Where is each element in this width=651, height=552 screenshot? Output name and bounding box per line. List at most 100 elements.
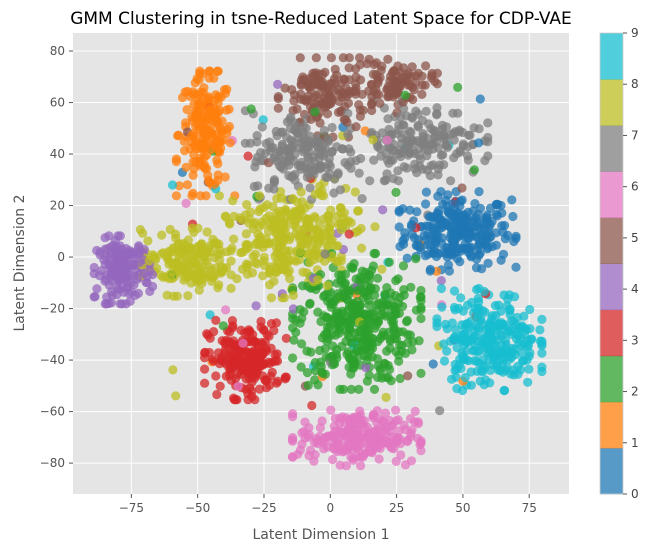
data-point-cluster-7: [432, 103, 442, 113]
data-point-cluster-8: [261, 238, 271, 248]
data-point-cluster-8: [243, 243, 253, 253]
data-point-cluster-2: [357, 266, 367, 276]
data-point-cluster-6: [371, 426, 381, 436]
data-point-cluster-2: [356, 274, 367, 284]
x-tick-label: −50: [185, 501, 210, 515]
data-point-cluster-1: [200, 129, 210, 139]
data-point-cluster-9: [525, 304, 535, 315]
data-point-cluster-8: [272, 193, 282, 204]
data-point-cluster-8: [300, 203, 310, 213]
data-point-cluster-2: [347, 308, 357, 319]
data-point-cluster-8: [168, 365, 178, 375]
data-point-cluster-7: [441, 122, 452, 132]
data-point-cluster-5: [401, 75, 411, 85]
data-point-cluster-0: [507, 195, 517, 205]
data-point-cluster-3: [254, 358, 264, 368]
data-point-cluster-3: [281, 333, 291, 343]
data-point-cluster-8: [262, 200, 272, 210]
data-point-cluster-2: [295, 305, 305, 315]
data-point-cluster-0: [413, 235, 423, 245]
data-point-cluster-1: [211, 90, 221, 100]
data-point-cluster-4: [97, 266, 107, 276]
data-point-cluster-7: [316, 163, 326, 173]
data-point-cluster-7: [302, 172, 312, 182]
data-point-cluster-2: [348, 263, 358, 273]
data-point-cluster-8: [174, 251, 184, 261]
data-point-cluster-0: [430, 226, 440, 236]
data-point-cluster-3: [212, 389, 222, 400]
data-point-cluster-9: [167, 180, 178, 190]
data-point-cluster-6: [335, 418, 345, 428]
data-point-cluster-7: [354, 168, 364, 178]
data-point-cluster-2: [377, 373, 387, 383]
data-point-cluster-7: [418, 115, 428, 126]
data-point-cluster-9: [537, 314, 547, 324]
data-point-cluster-9: [494, 300, 504, 310]
data-point-cluster-2: [373, 273, 383, 283]
data-point-cluster-2: [316, 316, 326, 327]
data-point-cluster-0: [448, 215, 458, 225]
data-point-cluster-2: [336, 270, 346, 280]
data-point-cluster-7: [277, 155, 287, 166]
data-point-cluster-2: [310, 107, 320, 117]
data-point-cluster-9: [456, 293, 466, 303]
data-point-cluster-0: [394, 222, 404, 232]
data-point-cluster-9: [440, 319, 451, 329]
data-point-cluster-5: [408, 94, 418, 105]
data-point-cluster-2: [403, 330, 413, 340]
data-point-cluster-7: [240, 138, 250, 148]
data-point-cluster-0: [422, 240, 432, 250]
data-point-cluster-9: [485, 344, 495, 354]
y-tick-label: −80: [40, 456, 65, 470]
data-point-cluster-1: [188, 188, 198, 198]
data-point-cluster-8: [194, 285, 204, 295]
data-point-cluster-9: [439, 356, 450, 366]
data-point-cluster-8: [313, 275, 323, 285]
data-point-cluster-8: [290, 206, 300, 217]
data-point-cluster-5: [351, 86, 361, 96]
data-point-cluster-5: [403, 371, 413, 381]
data-point-cluster-1: [213, 129, 223, 139]
data-point-cluster-8: [242, 200, 252, 210]
data-point-cluster-4: [121, 252, 131, 262]
data-point-cluster-7: [399, 162, 409, 172]
data-point-cluster-8: [353, 206, 363, 216]
data-point-cluster-8: [250, 249, 261, 259]
data-point-cluster-7: [286, 172, 297, 182]
data-point-cluster-2: [343, 329, 353, 339]
data-point-cluster-2: [352, 343, 362, 353]
data-point-cluster-4: [251, 301, 261, 311]
data-point-cluster-0: [443, 206, 453, 216]
data-point-cluster-4: [112, 290, 122, 300]
data-point-cluster-1: [171, 191, 181, 201]
data-point-cluster-8: [193, 223, 203, 233]
y-tick-label: 80: [50, 44, 65, 58]
data-point-cluster-7: [327, 122, 337, 133]
data-point-cluster-2: [326, 299, 336, 309]
x-tick-label: 0: [326, 501, 334, 515]
data-point-cluster-9: [486, 329, 496, 339]
colorbar-tick-label: 8: [631, 77, 639, 91]
data-point-cluster-9: [460, 372, 470, 383]
data-point-cluster-5: [351, 79, 361, 89]
data-point-cluster-0: [472, 246, 482, 256]
colorbar-segment-7: [600, 125, 623, 172]
data-point-cluster-1: [195, 191, 206, 201]
data-point-cluster-8: [135, 225, 145, 235]
data-point-cluster-3: [229, 395, 239, 405]
data-point-cluster-8: [268, 218, 278, 228]
data-point-cluster-2: [414, 336, 424, 346]
data-point-cluster-8: [295, 247, 305, 257]
data-point-cluster-2: [332, 345, 342, 355]
data-point-cluster-4: [119, 287, 129, 297]
data-point-cluster-9: [504, 354, 514, 364]
data-point-cluster-6: [380, 408, 391, 418]
data-point-cluster-9: [258, 115, 268, 125]
data-point-cluster-9: [499, 385, 509, 396]
data-point-cluster-7: [383, 142, 393, 152]
data-point-cluster-5: [432, 79, 442, 89]
data-point-cluster-7: [376, 151, 386, 161]
data-point-cluster-8: [357, 243, 367, 253]
data-point-cluster-0: [456, 196, 466, 206]
data-point-cluster-6: [288, 412, 298, 422]
